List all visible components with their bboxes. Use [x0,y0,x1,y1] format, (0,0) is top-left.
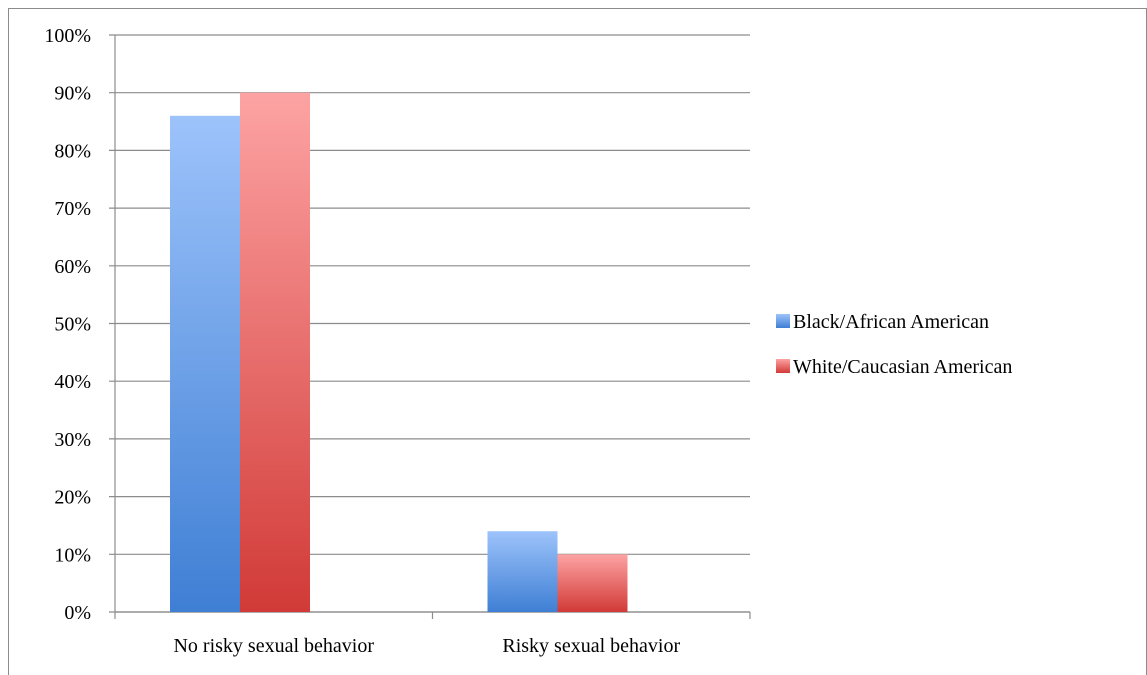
x-axis-tick-labels: No risky sexual behavior Risky sexual beh… [173,635,680,657]
legend-label: White/Caucasian American [793,356,1012,378]
y-tick-label: 100% [44,25,91,47]
bar-black-african-american [487,531,558,612]
x-tick-label: Risky sexual behavior [502,635,680,657]
legend-swatch [776,314,790,328]
y-tick-label: 70% [54,198,91,220]
y-tick-label: 90% [54,83,91,105]
y-tick-label: 50% [54,314,91,336]
y-axis-tick-labels: 0% 10% 20% 30% 40% 50% 60% 70% 80% 90% 100% [44,25,91,624]
bar-white-caucasian-american [240,92,310,612]
legend: Black/African American White/Caucasian Am… [776,311,1012,378]
y-tick-label: 10% [54,544,91,566]
bars [170,92,628,612]
y-tick-label: 20% [54,487,91,509]
y-tick-label: 40% [54,371,91,393]
y-tick-label: 80% [54,140,91,162]
x-tick-label: No risky sexual behavior [173,635,374,657]
legend-label: Black/African American [793,311,989,333]
y-tick-label: 30% [54,429,91,451]
y-tick-label: 0% [64,602,91,624]
y-tick-label: 60% [54,256,91,278]
bar-white-caucasian-american [557,554,628,612]
legend-swatch [776,359,790,373]
bar-black-african-american [170,115,240,612]
